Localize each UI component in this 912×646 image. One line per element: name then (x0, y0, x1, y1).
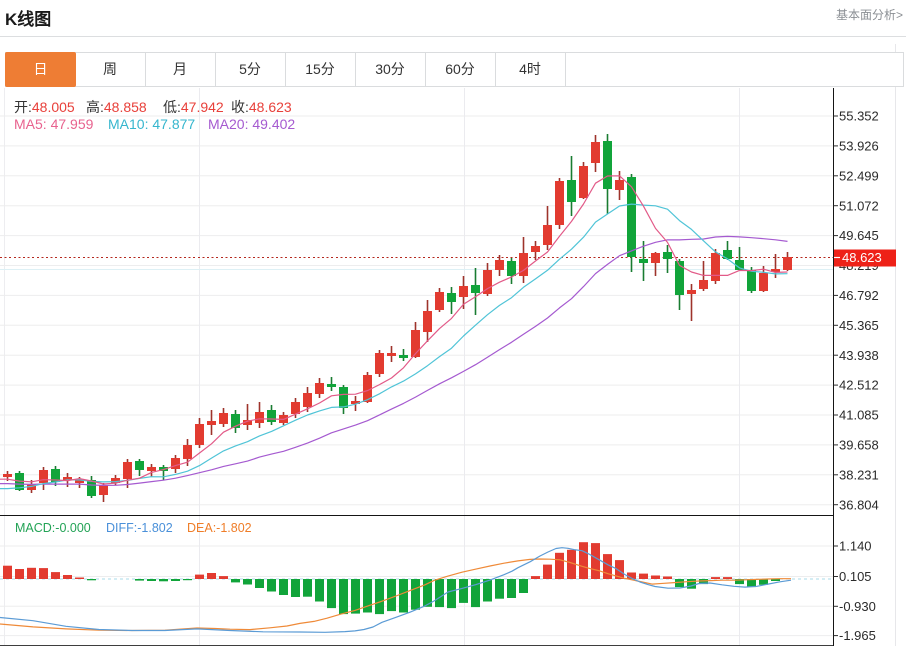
svg-text:-0.930: -0.930 (839, 599, 876, 614)
svg-text:38.231: 38.231 (839, 467, 879, 482)
svg-text:-1.965: -1.965 (839, 628, 876, 643)
svg-text:43.938: 43.938 (839, 348, 879, 363)
svg-text:0.105: 0.105 (839, 569, 872, 584)
svg-text:39.658: 39.658 (839, 438, 879, 453)
svg-text:41.085: 41.085 (839, 408, 879, 423)
svg-text:53.926: 53.926 (839, 139, 879, 154)
svg-text:42.512: 42.512 (839, 378, 879, 393)
svg-text:46.792: 46.792 (839, 288, 879, 303)
svg-text:49.645: 49.645 (839, 228, 879, 243)
svg-text:55.352: 55.352 (839, 109, 879, 124)
svg-text:36.804: 36.804 (839, 497, 879, 512)
svg-text:45.365: 45.365 (839, 318, 879, 333)
svg-text:48.623: 48.623 (842, 250, 882, 265)
svg-text:1.140: 1.140 (839, 539, 872, 554)
svg-text:51.072: 51.072 (839, 198, 879, 213)
svg-text:52.499: 52.499 (839, 168, 879, 183)
